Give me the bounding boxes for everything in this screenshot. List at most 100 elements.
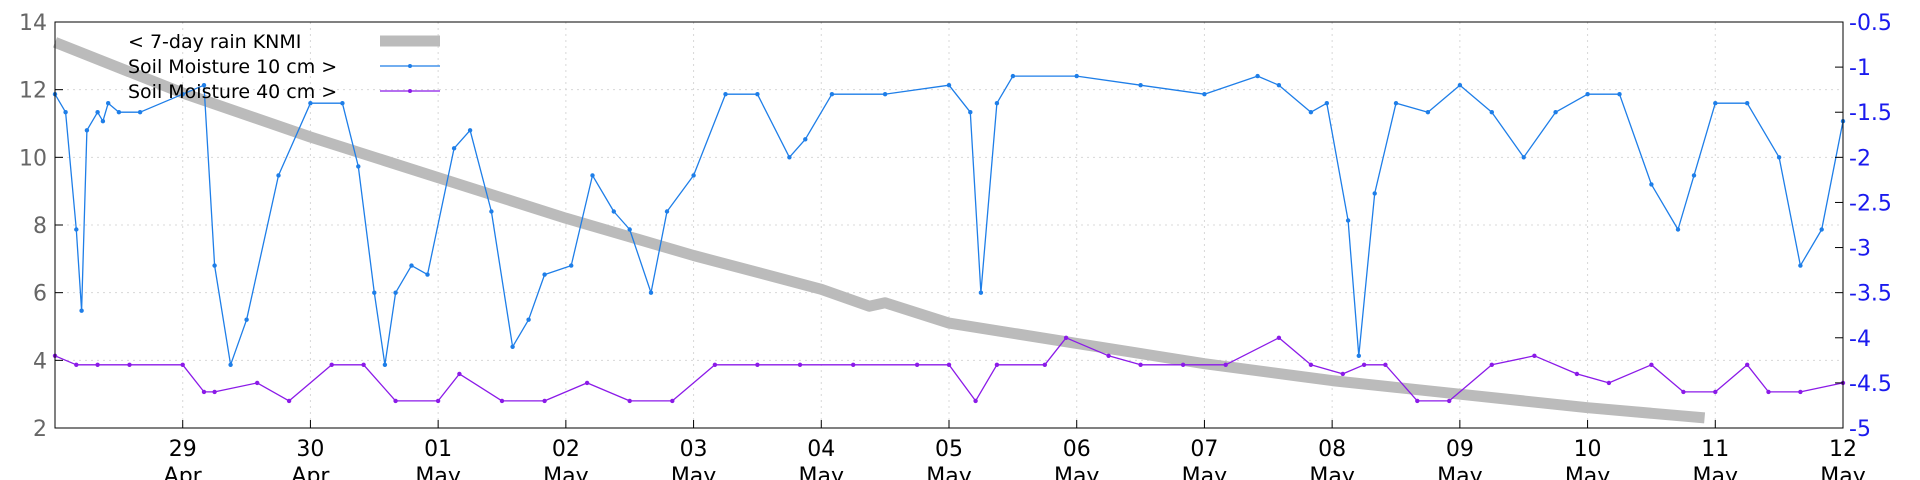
tick-label-x-day: 02 [552, 437, 580, 462]
data-point-soil-10cm [244, 317, 249, 322]
data-point-soil-10cm [180, 92, 185, 97]
data-point-soil-10cm [137, 110, 143, 115]
legend-marker-soil-40cm [408, 89, 412, 93]
data-point-soil-40cm [1798, 389, 1803, 395]
data-point-soil-10cm [467, 128, 473, 133]
data-point-soil-40cm [1138, 362, 1143, 367]
data-point-soil-10cm [1074, 73, 1079, 79]
data-point-soil-40cm [851, 362, 856, 367]
data-point-soil-40cm [180, 362, 185, 367]
data-point-soil-10cm [590, 173, 595, 178]
tick-label-x-month: May [799, 464, 844, 480]
tick-label-left: 4 [33, 349, 47, 374]
data-point-soil-40cm [361, 362, 366, 367]
data-point-soil-40cm [329, 362, 334, 367]
tick-label-left: 10 [19, 146, 47, 171]
tick-label-x-month: May [1054, 464, 1099, 480]
tick-label-x-day: 12 [1829, 437, 1857, 462]
data-point-soil-40cm [435, 398, 441, 404]
data-point-soil-40cm [499, 398, 505, 404]
data-point-soil-10cm [1553, 110, 1558, 115]
data-point-soil-10cm [1776, 155, 1782, 160]
data-point-soil-10cm [1489, 110, 1495, 115]
data-point-soil-40cm [914, 362, 920, 367]
data-point-soil-10cm [489, 209, 494, 214]
tick-label-x-month: Apr [164, 464, 203, 480]
legend-marker-soil-10cm [408, 64, 412, 68]
data-point-soil-40cm [286, 398, 292, 404]
data-point-soil-10cm [1276, 83, 1282, 88]
data-point-soil-10cm [451, 146, 457, 151]
tick-label-left: 14 [19, 11, 47, 36]
data-point-soil-10cm [1585, 92, 1590, 97]
data-point-soil-40cm [1489, 362, 1495, 367]
data-point-soil-10cm [664, 209, 670, 214]
data-point-soil-10cm [95, 110, 100, 115]
tick-label-x-month: May [1182, 464, 1227, 480]
data-point-soil-10cm [1345, 218, 1351, 223]
data-point-soil-10cm [409, 263, 414, 268]
legend: < 7-day rain KNMI Soil Moisture 10 cm > … [128, 31, 440, 103]
tick-label-x-day: 30 [296, 437, 324, 462]
tick-label-x-day: 09 [1446, 437, 1474, 462]
data-point-soil-40cm [127, 362, 132, 367]
tick-label-x-month: May [1565, 464, 1610, 480]
data-point-soil-40cm [1106, 353, 1111, 358]
data-point-soil-40cm [393, 398, 398, 404]
data-point-soil-10cm [201, 83, 207, 88]
tick-label-right: -2.5 [1849, 191, 1892, 216]
data-point-soil-10cm [882, 92, 888, 97]
data-point-soil-10cm [106, 101, 111, 106]
tick-label-left: 2 [33, 417, 47, 442]
data-point-soil-10cm [1372, 191, 1377, 196]
tick-label-x-month: May [1309, 464, 1354, 480]
tick-label-right: -5 [1849, 417, 1871, 442]
data-point-soil-40cm [1415, 398, 1420, 404]
data-point-soil-10cm [829, 92, 835, 97]
data-point-soil-40cm [946, 362, 952, 367]
data-point-soil-40cm [1063, 335, 1069, 340]
data-point-soil-10cm [382, 362, 388, 367]
data-point-soil-10cm [1138, 83, 1143, 88]
data-point-soil-40cm [212, 389, 217, 395]
data-point-soil-40cm [1223, 362, 1228, 367]
data-point-soil-40cm [1574, 371, 1580, 377]
data-point-soil-40cm [755, 362, 760, 367]
data-point-soil-10cm [723, 92, 728, 97]
tick-label-right: -3 [1849, 237, 1871, 262]
tick-label-x-day: 03 [680, 437, 708, 462]
data-point-soil-10cm [1308, 110, 1314, 115]
data-point-soil-10cm [1675, 227, 1681, 232]
data-point-soil-10cm [787, 155, 792, 160]
tick-label-x-day: 06 [1063, 437, 1091, 462]
data-point-soil-40cm [1649, 362, 1654, 367]
tick-label-right: -2 [1849, 146, 1871, 171]
data-point-soil-40cm [95, 362, 100, 367]
tick-label-left: 12 [19, 79, 47, 104]
tick-label-left: 6 [33, 282, 47, 307]
data-point-soil-10cm [340, 101, 345, 106]
data-point-soil-40cm [255, 380, 260, 386]
data-point-soil-40cm [1745, 362, 1750, 367]
data-point-soil-40cm [1042, 362, 1048, 367]
tick-label-x-day: 29 [169, 437, 197, 462]
tick-label-left: 8 [33, 214, 47, 239]
data-point-soil-10cm [1713, 101, 1718, 106]
data-point-soil-10cm [100, 119, 106, 124]
data-point-soil-10cm [356, 164, 361, 169]
legend-label-soil-40cm: Soil Moisture 40 cm > [128, 81, 337, 103]
tick-label-x-day: 01 [424, 437, 452, 462]
data-point-soil-40cm [627, 398, 632, 404]
data-point-soil-10cm [648, 290, 654, 295]
data-point-soil-10cm [276, 173, 281, 178]
data-point-soil-10cm [510, 344, 515, 349]
tick-label-x-day: 04 [807, 437, 835, 462]
data-point-soil-40cm [1606, 380, 1612, 386]
series-line-rain [52, 37, 1706, 424]
data-point-soil-10cm [425, 272, 430, 277]
tick-label-x-month: May [415, 464, 460, 480]
tick-label-right: -4 [1849, 327, 1871, 352]
series-layer [52, 37, 1846, 424]
tick-label-x-month: May [926, 464, 971, 480]
